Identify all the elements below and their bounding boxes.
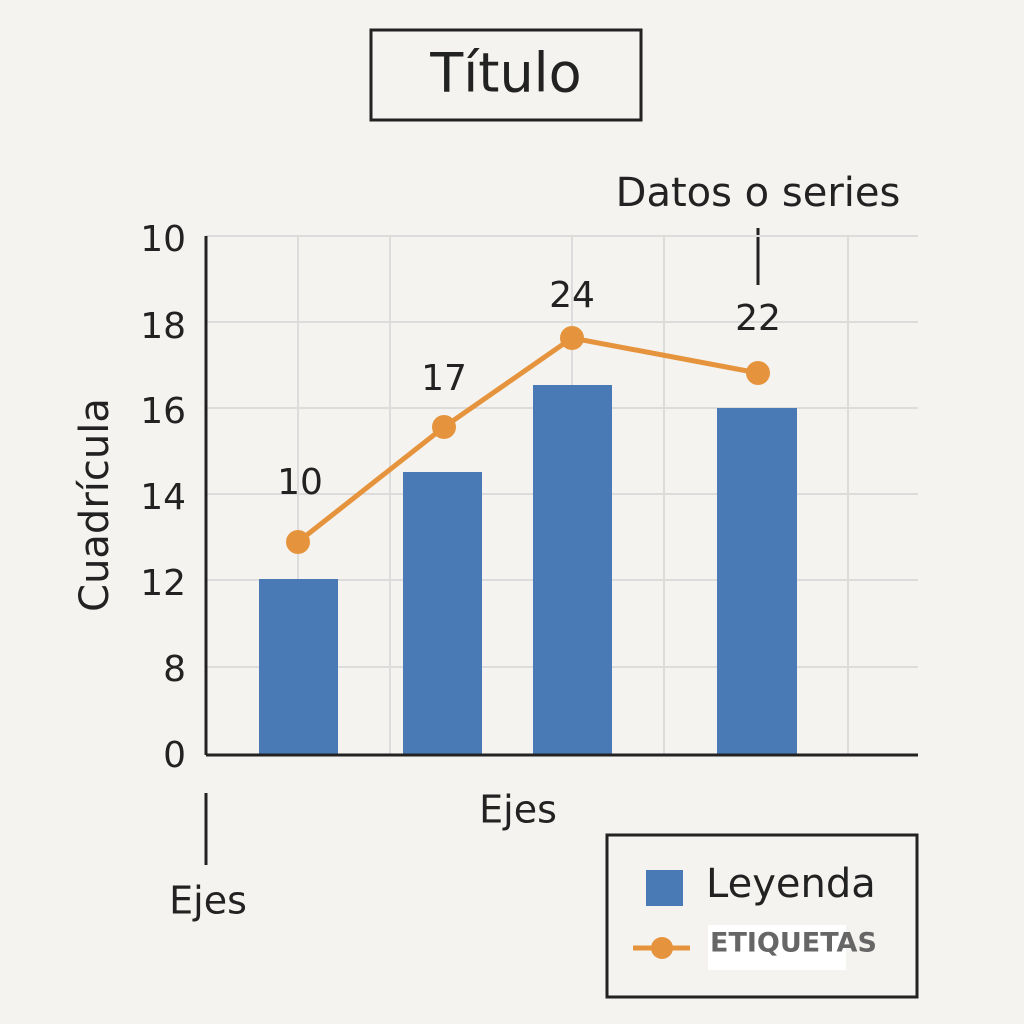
point xyxy=(432,415,456,439)
bar xyxy=(717,408,797,755)
legend: Leyenda ETIQUETAS xyxy=(605,833,919,999)
y-tick-label: 16 xyxy=(140,391,186,432)
title-box xyxy=(369,28,643,122)
y-tick-label: 14 xyxy=(140,477,186,518)
y-tick-label: 10 xyxy=(140,219,186,260)
grid-annotation: Cuadrícula xyxy=(72,398,118,612)
y-tick-label: 8 xyxy=(163,649,186,690)
legend-label: Leyenda xyxy=(706,861,876,907)
y-tick-label: 0 xyxy=(163,735,186,776)
bar xyxy=(259,579,338,755)
bar xyxy=(403,472,482,755)
series-annotation: Datos o series xyxy=(616,170,901,216)
bar xyxy=(533,385,612,755)
point xyxy=(560,326,584,350)
x-axis-annotation: Ejes xyxy=(479,788,557,832)
point-label: 10 xyxy=(277,462,323,503)
y-tick-label: 18 xyxy=(140,306,186,347)
point xyxy=(286,530,310,554)
label-patch xyxy=(708,925,846,970)
legend-box xyxy=(605,833,919,999)
line xyxy=(296,335,759,544)
point-label: 24 xyxy=(549,275,595,316)
y-tick-label: 12 xyxy=(140,563,186,604)
legend-label: ETIQUETAS xyxy=(710,928,877,959)
y-tick-labels: 0 8 12 14 16 18 10 xyxy=(140,219,186,776)
point xyxy=(746,361,770,385)
point-labels: 10 17 24 22 xyxy=(277,275,781,503)
line-series xyxy=(286,326,770,554)
title: Título xyxy=(429,42,581,105)
legend-swatch xyxy=(646,870,683,906)
point-label: 17 xyxy=(421,358,467,399)
legend-point xyxy=(651,937,673,959)
axis-annotation: Ejes xyxy=(169,879,247,923)
bars xyxy=(259,385,797,755)
point-label: 22 xyxy=(735,298,781,339)
